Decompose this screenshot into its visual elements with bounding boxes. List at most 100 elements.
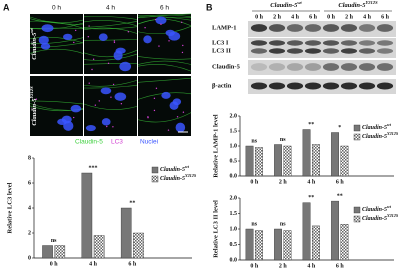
puncta — [154, 18, 157, 21]
band-label: Claudin-5 — [212, 63, 241, 70]
band — [286, 40, 304, 46]
micrograph — [29, 76, 84, 136]
puncta — [176, 116, 179, 118]
membrane — [137, 56, 192, 60]
bar — [42, 245, 53, 259]
band — [376, 63, 394, 71]
text-sup: wt — [185, 164, 190, 169]
puncta — [73, 116, 75, 119]
band — [376, 48, 394, 54]
stain-legend: Nuclei — [140, 139, 158, 146]
y-tick-label: 6 — [28, 180, 31, 186]
text-main: Claudin-5 — [362, 207, 387, 213]
y-tick-label: 2.0 — [230, 113, 238, 119]
blot-strip — [248, 21, 396, 37]
puncta — [74, 29, 77, 32]
blot-strip — [248, 60, 396, 75]
nucleus — [161, 91, 171, 99]
x-tick-label: 6 h — [128, 261, 137, 267]
significance-label: ** — [308, 122, 314, 128]
micrograph — [137, 13, 192, 74]
nucleus — [41, 24, 54, 33]
band — [250, 82, 268, 90]
text-main: Claudin-5 — [31, 32, 38, 60]
legend-label: Claudin-5Y212S — [362, 131, 399, 140]
membrane — [137, 14, 192, 21]
bar — [93, 235, 105, 259]
band — [250, 63, 268, 71]
band-label: β-actin — [212, 82, 232, 89]
membrane — [29, 16, 84, 25]
significance-label: ns — [51, 238, 57, 244]
significance-label: ns — [251, 221, 257, 227]
bar — [331, 132, 339, 177]
lane-label: 6 h — [381, 14, 390, 20]
micrograph — [83, 14, 138, 74]
bar — [81, 172, 93, 259]
significance-label: ns — [280, 137, 286, 143]
significance-label: * — [338, 125, 341, 131]
membrane — [29, 42, 84, 48]
text-main: Claudin-5 — [362, 134, 387, 140]
nucleus — [61, 115, 72, 124]
puncta — [160, 23, 162, 25]
bar — [312, 144, 320, 177]
band — [286, 48, 304, 54]
membrane — [29, 37, 84, 44]
band-label: LAMP-1 — [212, 24, 237, 31]
significance-label: ** — [337, 193, 343, 199]
lane-label: 4 h — [291, 14, 300, 20]
lane-label: 0 h — [327, 14, 336, 20]
puncta — [182, 44, 184, 47]
bar — [133, 232, 144, 259]
y-axis-label: Relative LC3 level — [6, 182, 13, 233]
text-sup: wt — [387, 204, 392, 209]
legend-label: Claudin-5wt — [160, 164, 190, 173]
membrane — [83, 103, 138, 110]
y-tick-label: 0.5 — [230, 158, 238, 164]
puncta — [153, 109, 156, 112]
y-tick-label: 0.0 — [230, 257, 238, 263]
puncta — [127, 31, 130, 33]
lane-label: 6 h — [309, 14, 318, 20]
band — [286, 63, 304, 71]
band — [376, 82, 394, 90]
puncta — [153, 97, 156, 100]
band-label: LC3 I — [212, 39, 229, 46]
band — [322, 24, 340, 32]
x-tick-label: 0 h — [50, 261, 59, 267]
band — [304, 40, 322, 46]
x-tick-label: 2 h — [279, 263, 288, 269]
puncta — [113, 40, 116, 42]
nucleus — [98, 33, 108, 41]
puncta — [155, 87, 158, 89]
band — [322, 48, 340, 54]
legend-label: Claudin-5wt — [362, 122, 392, 131]
membrane — [83, 49, 138, 58]
significance-label: ns — [280, 221, 286, 227]
x-tick-label: 4 h — [307, 179, 316, 185]
membrane — [29, 20, 84, 29]
puncta — [120, 103, 123, 105]
puncta — [158, 45, 160, 47]
nucleus — [100, 87, 112, 95]
band — [340, 82, 358, 90]
puncta — [94, 104, 97, 106]
nucleus — [175, 122, 186, 133]
lane-label: 2 h — [273, 14, 282, 20]
band — [358, 24, 376, 32]
membrane — [137, 112, 192, 123]
band — [340, 63, 358, 71]
legend-label: Claudin-5Y212S — [362, 213, 399, 222]
x-tick-label: 6 h — [336, 179, 345, 185]
band — [250, 48, 268, 54]
membrane — [83, 79, 138, 87]
band — [286, 24, 304, 32]
band — [340, 24, 358, 32]
bar — [120, 207, 132, 259]
bar — [283, 230, 292, 261]
puncta — [144, 26, 146, 29]
text-main: Claudin-5 — [31, 98, 38, 126]
puncta — [147, 116, 149, 118]
band — [358, 40, 376, 46]
